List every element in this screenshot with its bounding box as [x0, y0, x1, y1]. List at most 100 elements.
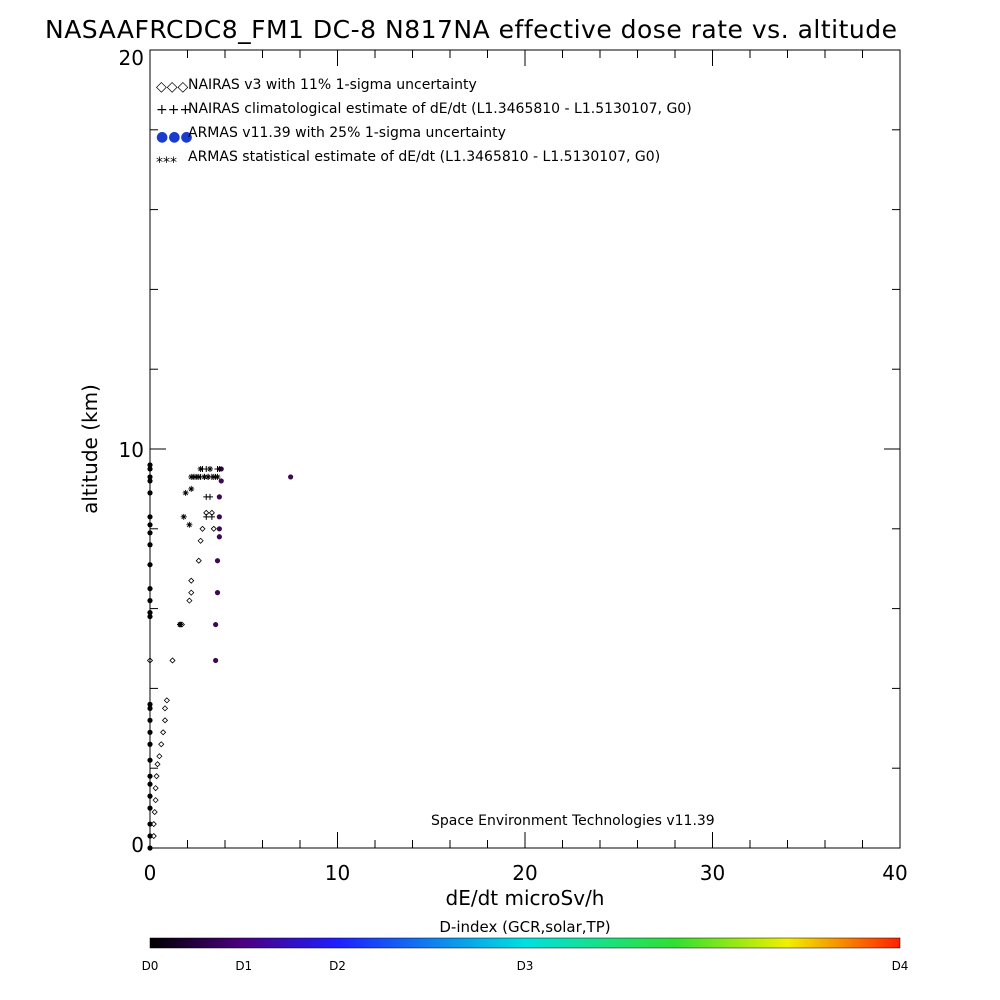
nairas-v3-point — [163, 697, 170, 704]
nairas-v3-point — [199, 525, 206, 532]
armas-statistical-point — [205, 473, 212, 480]
colorbar-label-d4: D4 — [892, 959, 909, 973]
armas-v11-point — [147, 821, 153, 827]
y-tick-label: 20 — [119, 46, 144, 70]
armas-v11-point — [288, 474, 294, 480]
nairas-v3-point — [188, 577, 195, 584]
nairas-v3-point — [154, 761, 161, 768]
armas-v11-point — [147, 717, 153, 723]
legend-marker-nairas-climatological: +++ — [156, 102, 191, 118]
nairas-v3-point — [161, 717, 169, 724]
armas-v11-point — [147, 466, 153, 472]
armas-statistical-point — [188, 485, 195, 492]
armas-v11-point — [147, 530, 153, 536]
nairas-v3-point — [158, 741, 165, 748]
armas-v11-point — [216, 494, 222, 500]
armas-statistical-point — [195, 473, 202, 480]
legend-label-nairas-climatological: NAIRAS climatological estimate of dE/dt … — [188, 101, 692, 117]
armas-v11-point — [147, 474, 153, 480]
armas-statistical-point — [180, 513, 187, 520]
nairas-v3-point — [186, 597, 193, 604]
nairas-v3-point — [169, 657, 176, 664]
nairas-v3-point — [156, 753, 163, 760]
armas-v11-point — [147, 522, 153, 528]
armas-v11-point — [216, 534, 222, 540]
legend-label-armas-v11: ARMAS v11.39 with 25% 1-sigma uncertaint… — [188, 125, 506, 141]
armas-statistical-point — [216, 465, 223, 472]
armas-v11-point — [147, 757, 153, 763]
x-tick-label: 30 — [700, 861, 725, 885]
armas-statistical-point — [214, 473, 221, 480]
armas-statistical-point — [182, 489, 189, 496]
armas-v11-point — [147, 613, 153, 620]
nairas-v3-point — [160, 729, 167, 736]
armas-v11-point — [218, 478, 224, 484]
nairas-climatological-point — [203, 513, 210, 520]
armas-v11-point — [213, 621, 219, 628]
credit-text: Space Environment Technologies v11.39 — [431, 813, 715, 829]
armas-v11-point — [147, 833, 153, 839]
armas-v11-point — [147, 705, 153, 711]
armas-v11-point — [147, 781, 153, 787]
armas-v11-point — [147, 562, 153, 568]
colorbar-title: D-index (GCR,solar,TP) — [439, 918, 610, 936]
nairas-climatological-point — [207, 493, 213, 500]
armas-v11-point — [147, 542, 153, 548]
y-axis-title: altitude (km) — [78, 384, 102, 514]
plot-frame — [149, 49, 901, 849]
armas-v11-point — [147, 773, 153, 779]
armas-v11-point — [213, 657, 219, 664]
y-tick-label: 0 — [131, 833, 144, 857]
armas-statistical-point — [192, 473, 198, 480]
armas-v11-point — [147, 586, 153, 592]
colorbar-label-d1: D1 — [235, 959, 252, 973]
x-tick-label: 20 — [512, 861, 537, 885]
colorbar — [149, 937, 901, 949]
x-axis-title: dE/dt microSv/h — [446, 886, 605, 910]
armas-statistical-point — [188, 473, 195, 480]
legend-label-armas-statistical: ARMAS statistical estimate of dE/dt (L1.… — [188, 149, 660, 165]
chart-title: NASAAFRCDC8_FM1 DC-8 N817NA effective do… — [45, 15, 898, 44]
armas-v11-point — [147, 845, 153, 851]
armas-v11-point — [147, 701, 153, 707]
armas-v11-point — [214, 590, 221, 596]
legend-marker-nairas-v3: ◇◇◇ — [156, 79, 189, 95]
armas-v11-point — [147, 462, 153, 468]
colorbar-label-d3: D3 — [517, 959, 534, 973]
armas-v11-point — [147, 805, 153, 811]
armas-v11-point — [147, 741, 153, 747]
legend-marker-armas-statistical: *** — [156, 155, 177, 171]
armas-v11-point — [147, 598, 153, 604]
axis-ticks — [149, 49, 901, 849]
armas-v11-point — [214, 558, 221, 564]
armas-v11-point — [147, 793, 153, 799]
nairas-climatological-point — [208, 513, 215, 520]
y-tick-label: 10 — [119, 438, 144, 462]
x-tick-label: 0 — [144, 861, 157, 885]
nairas-v3-point — [152, 785, 159, 792]
armas-v11-point — [147, 609, 153, 616]
nairas-v3-point — [188, 589, 195, 596]
armas-v11-point — [147, 478, 153, 484]
nairas-v3-point — [161, 705, 169, 712]
nairas-v3-point — [210, 525, 217, 532]
data-points — [146, 462, 294, 851]
armas-v11-point — [216, 514, 222, 520]
armas-statistical-point — [201, 473, 208, 480]
x-tick-label: 10 — [325, 861, 350, 885]
nairas-v3-point — [151, 809, 158, 816]
armas-statistical-point — [197, 465, 204, 472]
armas-statistical-point — [177, 621, 183, 628]
legend-marker-armas-v11: ●●● — [156, 129, 193, 145]
nairas-v3-point — [152, 797, 159, 804]
legend-label-nairas-v3: NAIRAS v3 with 11% 1-sigma uncertainty — [188, 77, 477, 93]
colorbar-label-d2: D2 — [329, 959, 346, 973]
colorbar-label-d0: D0 — [142, 959, 159, 973]
nairas-v3-point — [197, 537, 204, 544]
armas-statistical-point — [207, 465, 213, 472]
nairas-v3-point — [146, 657, 154, 664]
armas-v11-point — [147, 514, 153, 520]
nairas-v3-point — [153, 773, 160, 780]
armas-v11-point — [147, 729, 153, 735]
